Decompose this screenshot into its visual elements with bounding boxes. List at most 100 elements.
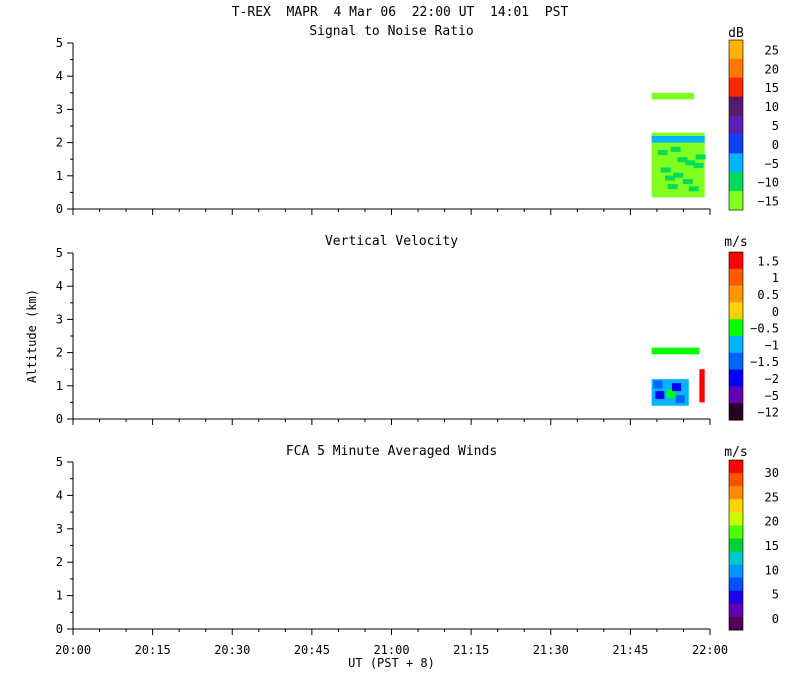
colorbar-label: 5: [772, 588, 779, 602]
x-tick-label: 21:45: [612, 643, 648, 657]
colorbar-label: −15: [757, 195, 779, 209]
colorbar-swatch: [729, 564, 743, 579]
colorbar-swatch: [729, 577, 743, 592]
data-region-speckle: [667, 184, 678, 190]
colorbar-label: 10: [765, 100, 779, 114]
colorbar-unit: m/s: [724, 445, 747, 460]
colorbar-swatch: [729, 268, 743, 287]
panel-title: FCA 5 Minute Averaged Winds: [286, 444, 497, 459]
data-region-speckle: [693, 162, 704, 168]
panel-title: Signal to Noise Ratio: [309, 24, 473, 39]
data-region-speckle: [682, 179, 693, 185]
colorbar-frame: [728, 251, 744, 421]
x-tick-label: 21:00: [373, 643, 409, 657]
colorbar-frame: [728, 459, 744, 631]
x-tick-label: 20:15: [135, 643, 171, 657]
y-tick-label: 5: [56, 246, 63, 260]
data-region-speckle: [653, 380, 663, 389]
colorbar-label: −2: [765, 372, 779, 386]
colorbar-swatch: [729, 285, 743, 303]
colorbar-swatch: [729, 172, 743, 192]
colorbar-label: 20: [765, 515, 779, 529]
x-tick-label: 20:45: [294, 643, 330, 657]
x-tick-label: 20:00: [55, 643, 91, 657]
colorbar-label: 0.5: [757, 288, 779, 302]
colorbar-label: −5: [765, 157, 779, 171]
y-tick-label: 1: [56, 589, 63, 603]
data-region-speckle: [660, 167, 671, 173]
colorbar-swatch: [729, 58, 743, 79]
x-tick-label: 20:30: [214, 643, 250, 657]
colorbar-swatch: [729, 386, 743, 404]
x-tick-label: 21:15: [453, 643, 489, 657]
colorbar-swatch: [729, 115, 743, 135]
data-region-speckle: [673, 172, 684, 178]
colorbar-swatch: [729, 603, 743, 618]
y-tick-label: 2: [56, 346, 63, 360]
data-region-speckle: [657, 150, 668, 156]
y-tick-label: 0: [56, 622, 63, 636]
colorbar-swatch: [729, 77, 743, 98]
data-region-speckle: [685, 160, 696, 166]
colorbar-label: 5: [772, 119, 779, 133]
colorbar-swatch: [729, 499, 743, 513]
colorbar-unit: dB: [728, 26, 744, 41]
y-axis-title: Altitude (km): [25, 289, 39, 383]
y-tick-label: 4: [56, 69, 63, 83]
data-region-speckle: [695, 154, 706, 160]
colorbar-label: −5: [765, 389, 779, 403]
colorbar-label: −10: [757, 176, 779, 190]
colorbar-swatch: [729, 403, 743, 421]
colorbar-swatch: [729, 512, 743, 526]
colorbar-swatch: [729, 96, 743, 117]
colorbar-label: 1: [772, 271, 779, 285]
colorbar-label: 0: [772, 305, 779, 319]
colorbar-label: 30: [765, 466, 779, 480]
y-tick-label: 2: [56, 555, 63, 569]
y-tick-label: 4: [56, 488, 63, 502]
y-tick-label: 3: [56, 102, 63, 116]
colorbar-label: 25: [765, 490, 779, 504]
colorbar-swatch: [729, 551, 743, 566]
colorbar-swatch: [729, 525, 743, 539]
y-tick-label: 1: [56, 169, 63, 183]
colorbar-label: −0.5: [750, 322, 779, 336]
colorbar-swatch: [729, 153, 743, 173]
colorbar-swatch: [729, 616, 743, 631]
colorbar-label: 20: [765, 62, 779, 76]
data-region: [651, 135, 705, 143]
colorbar-swatch: [729, 191, 743, 211]
colorbar-label: 25: [765, 43, 779, 57]
colorbar-swatch: [729, 590, 743, 605]
colorbar-label: −1.5: [750, 355, 779, 369]
data-region-speckle: [655, 391, 665, 400]
y-tick-label: 3: [56, 312, 63, 326]
panel-title: Vertical Velocity: [325, 234, 458, 249]
colorbar-label: 15: [765, 539, 779, 553]
colorbar-swatch: [729, 486, 743, 500]
colorbar-label: 1.5: [757, 254, 779, 268]
colorbar-swatch: [729, 336, 743, 354]
y-tick-label: 5: [56, 36, 63, 50]
y-tick-label: 5: [56, 455, 63, 469]
data-region-speckle: [666, 389, 676, 398]
colorbar-frame: [728, 39, 744, 211]
colorbar-label: −12: [757, 406, 779, 420]
colorbar-label: 0: [772, 612, 779, 626]
colorbar-label: 10: [765, 563, 779, 577]
colorbar-swatch: [729, 369, 743, 387]
data-region: [651, 92, 695, 100]
colorbar-label: −1: [765, 338, 779, 352]
y-tick-label: 0: [56, 412, 63, 426]
colorbar-unit: m/s: [724, 235, 747, 250]
data-region-speckle: [688, 186, 699, 192]
data-region-speckle: [665, 175, 676, 181]
colorbar-swatch: [729, 252, 743, 270]
colorbar-swatch: [729, 460, 743, 474]
colorbar-swatch: [729, 134, 743, 154]
x-tick-label: 21:30: [533, 643, 569, 657]
data-region-speckle: [672, 383, 682, 392]
colorbar-swatch: [729, 473, 743, 487]
colorbar-swatch: [729, 302, 743, 320]
